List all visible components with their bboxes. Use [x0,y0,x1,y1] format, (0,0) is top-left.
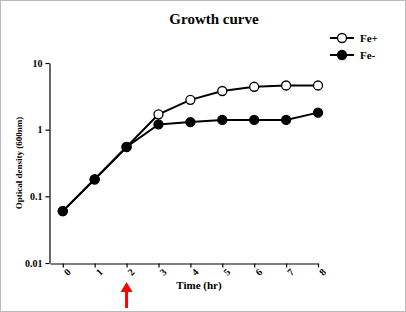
x-tick: 5 [221,264,232,278]
legend-entry: Fe+ [330,32,378,44]
data-point [218,115,227,124]
x-tick: 4 [189,264,200,278]
data-point [58,207,67,216]
data-point [186,95,195,104]
data-point [314,108,323,117]
arrow-shaft [125,290,128,308]
legend-entry: Fe- [330,49,376,61]
y-tick-label: 0.1 [30,191,43,202]
y-tick: 0.1 [30,191,50,202]
series-line [63,85,318,211]
series-line [63,113,318,211]
legend-label: Fe- [360,49,376,61]
annotation-arrow [121,282,133,308]
y-tick: 0.01 [25,258,50,269]
y-axis-line [49,64,50,264]
x-tick-label: 4 [189,266,200,277]
data-point [218,87,227,96]
x-axis: 0 1 2 3 4 5 6 7 8 [51,264,329,278]
x-tick: 2 [125,264,136,278]
x-tick: 1 [94,264,105,278]
x-tick-label: 7 [285,266,296,277]
legend-marker [338,51,347,60]
title: Growth curve [169,11,259,27]
x-tick: 0 [62,264,73,278]
y-tick-mark [46,196,50,197]
x-axis-line [51,263,319,264]
data-point [154,120,163,129]
arrow-head [121,282,133,292]
background [1,1,406,312]
data-point [122,142,131,151]
x-tick: 3 [157,264,168,278]
x-tick: 6 [253,264,264,278]
data-point [250,115,259,124]
x-axis-title: Time (hr) [176,279,222,292]
y-tick: 1 [38,124,50,135]
data-point [90,175,99,184]
x-tick: 7 [285,264,296,278]
x-tick-label: 6 [253,266,264,277]
y-tick-mark [46,63,50,64]
y-tick: 10 [33,58,50,69]
x-tick-label: 3 [157,266,168,277]
data-point [58,207,67,216]
y-tick-label: 0.01 [25,258,43,269]
legend-marker [338,34,347,43]
x-tick-label: 8 [317,266,328,277]
data-point [282,81,291,90]
x-tick: 8 [317,264,328,278]
y-tick-mark [46,263,50,264]
data-point [282,115,291,124]
y-axis-title: Optical density (600nm) [14,117,24,210]
x-tick-label: 5 [221,266,232,277]
legend: Fe+ Fe- [330,32,378,61]
y-tick-label: 1 [38,124,43,135]
chart: 0 1 2 3 4 5 6 7 8 0.01 0.1 1 10 Growth curve Time (hr)… [0,0,406,312]
data-point [314,81,323,90]
plot-area [58,81,322,216]
data-point [250,82,259,91]
data-point [186,118,195,127]
y-tick-label: 10 [33,58,43,69]
data-point [154,110,163,119]
legend-label: Fe+ [360,32,378,44]
x-tick-label: 0 [62,266,73,277]
x-tick-label: 1 [94,266,105,277]
data-point [122,142,131,151]
y-tick-mark [46,130,50,131]
x-tick-label: 2 [125,266,136,277]
data-point [90,175,99,184]
y-axis: 0.01 0.1 1 10 [25,58,50,269]
